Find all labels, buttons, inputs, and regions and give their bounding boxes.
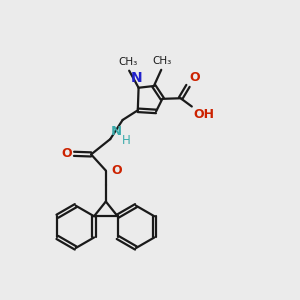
Text: CH₃: CH₃ (118, 57, 138, 67)
Text: O: O (111, 164, 122, 176)
Text: N: N (131, 71, 142, 85)
Text: OH: OH (193, 108, 214, 121)
Text: N: N (111, 125, 122, 138)
Text: O: O (189, 70, 200, 83)
Text: O: O (61, 147, 72, 160)
Text: CH₃: CH₃ (153, 56, 172, 66)
Text: H: H (122, 134, 131, 147)
